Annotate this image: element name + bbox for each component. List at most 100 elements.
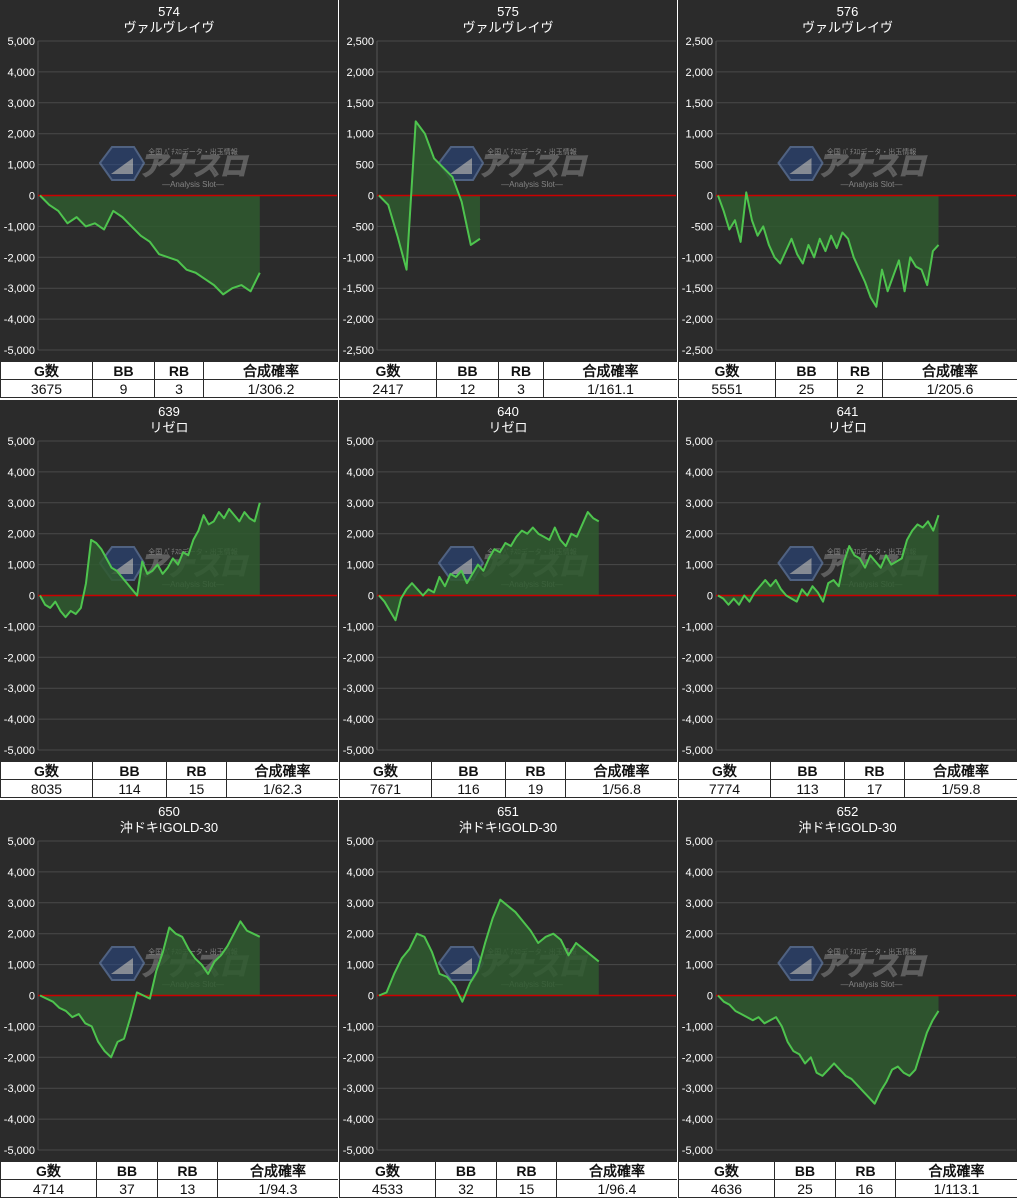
watermark-brand: アナスロ [818, 151, 927, 182]
y-tick-label: -2,000 [343, 314, 374, 326]
y-tick-label: 0 [707, 591, 713, 603]
stats-header-cell: 合成確率 [565, 761, 677, 780]
y-tick-label: 2,000 [685, 529, 713, 541]
stats-value-cell: 116 [431, 779, 506, 798]
slot-machine-panel: 576 ヴァルヴレイヴ 2,500 2,000 1,500 1,000 500 0 -500 -1… [678, 0, 1017, 398]
y-tick-label: -4,000 [682, 1114, 713, 1126]
y-tick-label: 1,000 [685, 129, 713, 141]
y-tick-label: -2,500 [343, 345, 374, 357]
stats-header-cell: RB [835, 1161, 896, 1180]
y-tick-label: 500 [356, 160, 374, 172]
y-tick-label: 5,000 [685, 436, 713, 448]
machine-name: 沖ドキ!GOLD-30 [798, 820, 896, 835]
stats-value-cell: 4533 [339, 1179, 436, 1198]
stats-value-cell: 32 [435, 1179, 497, 1198]
y-tick-label: -1,000 [343, 621, 374, 633]
stats-table: G数 BB RB 合成確率 4636 25 16 1/113.1 [678, 1161, 1017, 1198]
stats-header-cell: G数 [0, 1161, 97, 1180]
y-tick-label: -1,500 [343, 283, 374, 295]
y-tick-label: -2,000 [682, 652, 713, 664]
y-tick-label: 3,000 [7, 898, 35, 910]
y-tick-label: -1,000 [682, 252, 713, 264]
watermark-top: 全国 ﾊﾟﾁｽﾛデータ・出玉情報 [487, 147, 576, 156]
machine-name: 沖ドキ!GOLD-30 [120, 820, 218, 835]
stats-table: G数 BB RB 合成確率 3675 9 3 1/306.2 [0, 361, 338, 398]
balance-line [378, 120, 481, 271]
y-tick-label: 1,000 [7, 560, 35, 572]
stats-header-cell: 合成確率 [217, 1161, 338, 1180]
y-tick-label: 4,000 [7, 867, 35, 879]
watermark-subtitle: —Analysis Slot— [501, 180, 563, 189]
y-tick-label: 2,000 [7, 529, 35, 541]
balance-area [718, 995, 939, 1104]
slot-machine-panel: 639 リゼロ 5,000 4,000 3,000 2,000 1,000 0 -1,000 -2… [0, 400, 338, 798]
stats-value-cell: 1/59.8 [904, 779, 1017, 798]
watermark-brand: アナスロ [478, 151, 587, 182]
machine-number: 640 [497, 404, 519, 419]
stats-value-cell: 15 [166, 779, 227, 798]
stats-value-cell: 2417 [339, 379, 437, 398]
y-tick-label: 1,000 [685, 560, 713, 572]
y-tick-label: 0 [29, 191, 35, 203]
y-tick-label: -3,000 [4, 683, 35, 695]
y-tick-label: 2,000 [685, 929, 713, 941]
watermark-top: 全国 ﾊﾟﾁｽﾛデータ・出玉情報 [827, 547, 916, 556]
y-tick-label: -3,000 [4, 283, 35, 295]
stats-header-cell: 合成確率 [904, 761, 1017, 780]
stats-header-cell: BB [431, 761, 506, 780]
watermark-top: 全国 ﾊﾟﾁｽﾛデータ・出玉情報 [148, 947, 237, 956]
stats-header-cell: G数 [0, 761, 93, 780]
y-tick-label: 0 [368, 191, 374, 203]
watermark-top: 全国 ﾊﾟﾁｽﾛデータ・出玉情報 [827, 947, 916, 956]
y-tick-label: 1,000 [346, 960, 374, 972]
y-tick-label: -1,000 [4, 1021, 35, 1033]
stats-header-cell: RB [505, 761, 566, 780]
y-tick-label: 5,000 [7, 436, 35, 448]
y-tick-label: 4,000 [685, 467, 713, 479]
balance-area [40, 921, 260, 1058]
stats-value-cell: 2 [837, 379, 883, 398]
stats-header-cell: G数 [339, 1161, 436, 1180]
stats-header-cell: G数 [678, 361, 776, 380]
y-tick-label: 3,000 [346, 498, 374, 510]
y-tick-label: -4,000 [4, 314, 35, 326]
y-tick-label: -5,000 [4, 345, 35, 357]
y-tick-label: 3,000 [346, 898, 374, 910]
y-tick-label: 5,000 [346, 836, 374, 848]
watermark-logo: アナスロ—Analysis Slot— 全国 ﾊﾟﾁｽﾛデータ・出玉情報 [98, 146, 249, 189]
balance-area [379, 512, 599, 621]
stats-value-cell: 7671 [339, 779, 432, 798]
stats-value-cell: 3 [498, 379, 544, 398]
stats-header-cell: BB [774, 1161, 836, 1180]
y-tick-label: -3,000 [343, 1083, 374, 1095]
machine-number: 651 [497, 804, 519, 819]
y-tick-label: -3,000 [682, 683, 713, 695]
stats-header-cell: G数 [0, 361, 93, 380]
stats-value-cell: 13 [157, 1179, 218, 1198]
y-tick-label: 4,000 [7, 67, 35, 79]
y-tick-label: -5,000 [682, 745, 713, 757]
stats-header-cell: RB [844, 761, 905, 780]
y-tick-label: 2,000 [7, 129, 35, 141]
y-tick-label: 1,000 [346, 129, 374, 141]
y-tick-label: -5,000 [343, 745, 374, 757]
y-tick-label: 2,000 [346, 529, 374, 541]
y-tick-label: 1,000 [685, 960, 713, 972]
y-tick-label: 1,000 [7, 960, 35, 972]
stats-value-cell: 19 [505, 779, 566, 798]
y-tick-label: 0 [29, 591, 35, 603]
stats-table: G数 BB RB 合成確率 4714 37 13 1/94.3 [0, 1161, 338, 1198]
stats-value-cell: 5551 [678, 379, 776, 398]
y-tick-label: 1,500 [685, 98, 713, 110]
y-tick-label: 4,000 [346, 867, 374, 879]
balance-line [717, 191, 940, 308]
watermark-top: 全国 ﾊﾟﾁｽﾛデータ・出玉情報 [148, 147, 237, 156]
machine-number: 574 [158, 4, 180, 19]
machine-number: 575 [497, 4, 519, 19]
y-tick-label: -4,000 [343, 1114, 374, 1126]
stats-value-cell: 1/306.2 [203, 379, 338, 398]
balance-area [718, 192, 939, 307]
